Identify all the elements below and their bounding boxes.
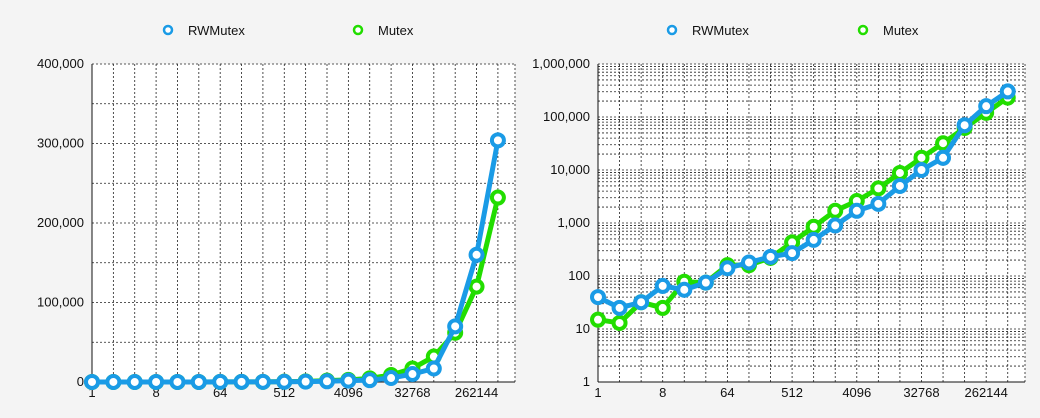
x-tick-label: 512 <box>781 385 803 400</box>
y-tick-label: 100 <box>568 268 590 283</box>
legend: RWMutex Mutex <box>162 23 414 38</box>
y-tick-label: 1 <box>583 374 590 389</box>
y-tick-label: 1,000,000 <box>532 56 590 71</box>
data-point <box>784 245 801 262</box>
data-point <box>870 195 887 212</box>
data-point <box>212 373 229 390</box>
data-point <box>254 373 271 390</box>
data-point <box>805 218 822 235</box>
data-point <box>913 149 930 166</box>
legend-label: Mutex <box>378 23 414 38</box>
x-tick-label: 262144 <box>455 385 498 400</box>
data-point <box>654 299 671 316</box>
legend-label: RWMutex <box>188 23 245 38</box>
data-point <box>590 311 606 328</box>
legend-label: Mutex <box>883 23 919 38</box>
legend-label: RWMutex <box>692 23 749 38</box>
y-tick-label: 100,000 <box>543 109 590 124</box>
data-point <box>848 202 865 219</box>
data-point <box>468 278 485 295</box>
y-tick-label: 400,000 <box>37 56 84 71</box>
series-rwmutex <box>84 132 506 390</box>
data-point <box>383 370 400 387</box>
data-point <box>654 277 671 294</box>
data-point <box>676 281 693 298</box>
x-tick-label: 32768 <box>903 385 939 400</box>
y-tick-label: 200,000 <box>37 215 84 230</box>
x-tick-label: 4096 <box>842 385 871 400</box>
y-tick-label: 300,000 <box>37 136 84 151</box>
data-point <box>999 83 1016 100</box>
data-point <box>870 180 887 197</box>
legend-marker <box>162 24 174 36</box>
data-point <box>590 289 606 306</box>
data-point <box>468 246 485 263</box>
data-point <box>319 373 335 390</box>
data-point <box>891 164 908 181</box>
data-point <box>297 373 314 390</box>
data-point <box>190 373 207 390</box>
data-point <box>489 189 506 206</box>
x-tick-label: 8 <box>659 385 666 400</box>
y-tick-label: 1,000 <box>557 215 590 230</box>
data-point <box>84 373 100 390</box>
data-point <box>126 373 143 390</box>
y-tick-label: 10,000 <box>550 162 590 177</box>
data-point <box>697 274 714 291</box>
data-point <box>956 117 973 134</box>
data-point <box>740 254 757 271</box>
data-point <box>489 132 506 149</box>
data-point <box>827 217 844 234</box>
legend: RWMutex Mutex <box>666 23 919 38</box>
data-point <box>611 299 628 316</box>
data-point <box>805 231 822 248</box>
data-point <box>340 372 357 389</box>
x-tick-label: 1 <box>88 385 95 400</box>
data-point <box>233 373 250 390</box>
data-point <box>891 177 908 194</box>
data-point <box>447 318 464 335</box>
data-point <box>762 248 779 265</box>
chart-log: 1 10 100 1,000 10,000 100,000 1,000,000 1 8 64 512… <box>532 23 1026 400</box>
x-tick-label: 32768 <box>394 385 430 400</box>
data-point <box>404 366 421 383</box>
data-point <box>169 373 186 390</box>
legend-marker <box>857 24 869 36</box>
data-point <box>361 372 378 389</box>
data-point <box>827 202 844 219</box>
x-tick-label: 512 <box>273 385 295 400</box>
data-point <box>935 135 952 152</box>
data-point <box>978 98 995 115</box>
data-point <box>935 149 952 166</box>
x-tick-label: 262144 <box>964 385 1007 400</box>
data-point <box>148 373 165 390</box>
x-tick-label: 64 <box>720 385 734 400</box>
data-point <box>719 260 736 277</box>
data-point <box>105 373 122 390</box>
data-point <box>611 314 628 331</box>
data-point <box>276 373 293 390</box>
y-tick-label: 10 <box>576 321 590 336</box>
data-point <box>425 360 442 377</box>
legend-marker <box>352 24 364 36</box>
series-rwmutex <box>590 83 1016 316</box>
y-tick-label: 100,000 <box>37 295 84 310</box>
y-tick-label: 0 <box>77 374 84 389</box>
x-tick-label: 1 <box>594 385 601 400</box>
x-tick-label: 8 <box>152 385 159 400</box>
legend-marker <box>666 24 678 36</box>
x-tick-label: 4096 <box>334 385 363 400</box>
data-point <box>633 294 650 311</box>
data-point <box>913 162 930 178</box>
